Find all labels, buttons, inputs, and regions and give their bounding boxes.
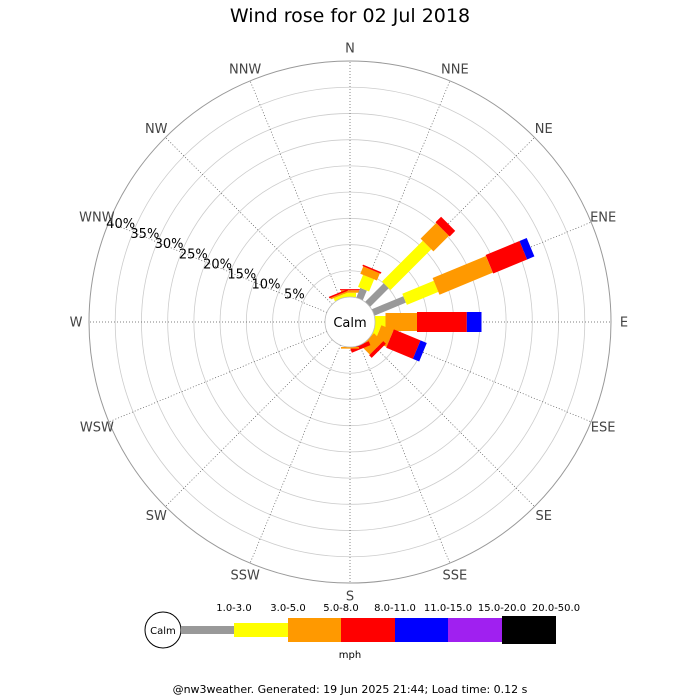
bar-ne-8.0-11.0 [435, 216, 456, 237]
bar-ne-3.0-5.0 [382, 240, 432, 290]
legend-bin-label: 8.0-11.0 [374, 603, 416, 614]
bar-e-8.0-11.0 [417, 312, 467, 332]
bar-ene-5.0-8.0 [432, 256, 493, 295]
bar-ene-8.0-11.0 [485, 241, 528, 274]
direction-label-nnw: NNW [229, 62, 261, 77]
direction-label-sw: SW [146, 509, 167, 524]
radial-tick-label: 25% [179, 247, 208, 262]
spoke-sw [165, 339, 333, 507]
bar-ne-5.0-8.0 [420, 223, 449, 252]
bar-ene-1.0-3.0 [371, 296, 406, 316]
legend-swatch-15.0-20.0 [448, 618, 502, 642]
bar-ene-11.0-15.0 [519, 238, 535, 260]
direction-label-nne: NNE [441, 62, 469, 77]
legend-unit: mph [339, 650, 361, 661]
bar-nne-5.0-8.0 [360, 266, 380, 281]
spoke-wnw [108, 221, 328, 313]
bar-s-5.0-8.0 [341, 347, 359, 349]
legend-bin-label: 11.0-15.0 [424, 603, 472, 614]
bar-nnw-3.0-5.0 [333, 293, 346, 302]
legend-swatch-11.0-15.0 [395, 618, 448, 642]
bar-e-5.0-8.0 [385, 313, 417, 331]
bar-ne-1.0-3.0 [365, 283, 389, 307]
chart-title: Wind rose for 02 Jul 2018 [229, 5, 471, 27]
wind-bars [328, 216, 535, 362]
bar-nne-1.0-3.0 [356, 287, 367, 301]
grid-circle-25 [193, 165, 507, 479]
legend-calm-label: Calm [150, 626, 176, 637]
direction-label-se: SE [536, 509, 552, 524]
bar-se-8.0-11.0 [369, 341, 386, 358]
legend-swatch-3.0-5.0 [234, 623, 288, 637]
direction-label-ene: ENE [590, 211, 616, 226]
direction-label-n: N [345, 42, 355, 57]
spoke-nne [359, 80, 451, 300]
grid-circle-outer [88, 60, 612, 584]
direction-label-wsw: WSW [80, 420, 114, 435]
spoke-nw [165, 137, 333, 305]
legend-swatch-1.0-3.0 [181, 626, 234, 634]
direction-label-ssw: SSW [230, 569, 260, 584]
spoke-se [367, 339, 535, 507]
bar-ese-11.0-15.0 [412, 340, 427, 362]
radial-tick-label: 35% [130, 227, 159, 242]
spoke-sse [359, 344, 451, 564]
direction-label-ese: ESE [591, 420, 616, 435]
legend-swatch-8.0-11.0 [341, 618, 395, 642]
radial-tick-label: 30% [155, 237, 184, 252]
bar-e-11.0-15.0 [466, 312, 482, 332]
direction-label-e: E [620, 316, 628, 331]
legend-bin-label: 5.0-8.0 [323, 603, 358, 614]
spoke-nnw [249, 80, 341, 300]
spoke-wsw [108, 331, 328, 423]
speed-legend: Calm 1.0-3.0 3.0-5.0 5.0-8.0 8.0-11.0 11.0-15… [144, 603, 580, 661]
grid-circle-30 [167, 139, 533, 505]
legend-swatch-20.0-50.0 [502, 616, 556, 644]
bar-n-3.0-5.0 [344, 292, 356, 297]
grid-circle-40 [114, 86, 586, 558]
bar-nnw-5.0-8.0 [330, 291, 348, 300]
bar-nnw-8.0-11.0 [328, 289, 348, 299]
calm-circle [324, 296, 376, 348]
bar-nne-8.0-11.0 [362, 264, 382, 274]
legend-bin-label: 20.0-50.0 [532, 603, 580, 614]
radial-tick-label: 10% [252, 277, 281, 292]
legend-swatch-5.0-8.0 [288, 618, 341, 642]
legend-bin-label: 1.0-3.0 [216, 603, 251, 614]
radial-tick-label: 15% [227, 267, 256, 282]
calm-center: Calm [324, 296, 376, 348]
bar-n-8.0-11.0 [340, 289, 360, 291]
legend-bin-label: 15.0-20.0 [478, 603, 526, 614]
bar-nne-3.0-5.0 [358, 274, 375, 292]
radial-tick-label: 20% [203, 257, 232, 272]
footer-status: @nw3weather. Generated: 19 Jun 2025 21:4… [172, 683, 528, 696]
calm-label: Calm [333, 316, 366, 331]
direction-label-wnw: WNW [79, 211, 115, 226]
direction-label-sse: SSE [442, 569, 467, 584]
radial-tick-labels: 5%10%15%20%25%30%35%40% [106, 217, 304, 302]
direction-label-ne: NE [535, 122, 553, 137]
direction-label-nw: NW [145, 122, 168, 137]
bar-e-3.0-5.0 [375, 316, 386, 328]
legend-bin-label: 3.0-5.0 [270, 603, 305, 614]
bar-sse-8.0-11.0 [350, 341, 371, 353]
direction-label-w: W [70, 316, 83, 331]
bar-ese-8.0-11.0 [386, 329, 421, 359]
radial-tick-label: 5% [284, 287, 305, 302]
bar-ene-3.0-5.0 [402, 280, 439, 305]
bar-se-5.0-8.0 [361, 333, 383, 355]
direction-label-s: S [346, 590, 354, 605]
spoke-ssw [249, 344, 341, 564]
direction-labels: N NNE NE ENE E ESE SE SSE S SSW SW WSW W WNW NW NNW [70, 42, 629, 605]
radial-tick-label: 40% [106, 217, 135, 232]
